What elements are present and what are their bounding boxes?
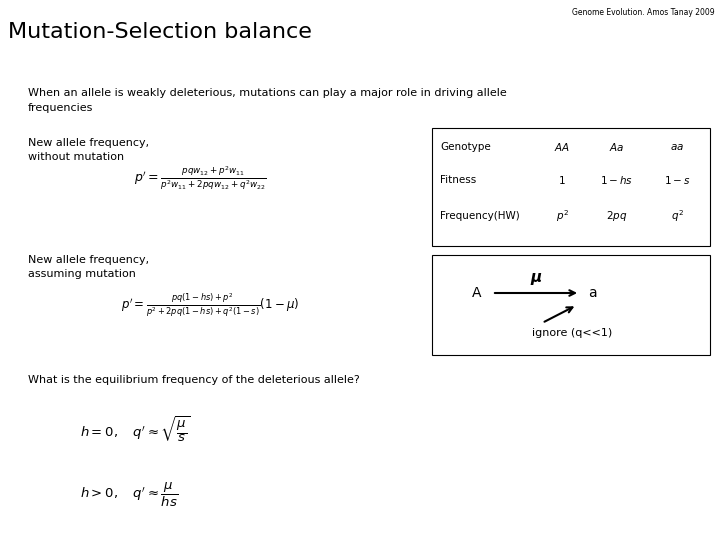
Text: A: A (472, 286, 482, 300)
Text: When an allele is weakly deleterious, mutations can play a major role in driving: When an allele is weakly deleterious, mu… (28, 88, 507, 98)
Text: a: a (588, 286, 596, 300)
Text: $q^2$: $q^2$ (670, 208, 683, 224)
Text: $\mathit{aa}$: $\mathit{aa}$ (670, 142, 684, 152)
Text: $\mathit{AA}$: $\mathit{AA}$ (554, 141, 570, 153)
Text: assuming mutation: assuming mutation (28, 269, 136, 279)
Text: without mutation: without mutation (28, 152, 124, 162)
Text: $2pq$: $2pq$ (606, 209, 628, 223)
Text: $h>0, \quad q' \approx \dfrac{\mu}{hs}$: $h>0, \quad q' \approx \dfrac{\mu}{hs}$ (80, 481, 179, 509)
Text: What is the equilibrium frequency of the deleterious allele?: What is the equilibrium frequency of the… (28, 375, 360, 385)
Text: ignore (q<<1): ignore (q<<1) (532, 328, 612, 338)
Text: Genome Evolution. Amos Tanay 2009: Genome Evolution. Amos Tanay 2009 (572, 8, 715, 17)
Text: $\mathit{Aa}$: $\mathit{Aa}$ (609, 141, 625, 153)
Text: Frequency(HW): Frequency(HW) (440, 211, 520, 221)
Text: $p'= \frac{pq(1-hs)+p^2}{p^2+2pq(1-hs)+q^2(1-s)}(1-\mu)$: $p'= \frac{pq(1-hs)+p^2}{p^2+2pq(1-hs)+q… (121, 291, 300, 319)
Text: Genotype: Genotype (440, 142, 491, 152)
Text: New allele frequency,: New allele frequency, (28, 138, 149, 148)
Bar (432, 128, 710, 246)
Text: frequencies: frequencies (28, 103, 94, 113)
Bar (432, 255, 710, 355)
Text: $1-s$: $1-s$ (664, 174, 690, 186)
Text: $1-hs$: $1-hs$ (600, 174, 634, 186)
Text: $p^2$: $p^2$ (556, 208, 569, 224)
Text: $p'= \frac{pqw_{12} + p^2 w_{11}}{p^2 w_{11} + 2pqw_{12} + q^2 w_{22}}$: $p'= \frac{pqw_{12} + p^2 w_{11}}{p^2 w_… (134, 164, 266, 192)
Text: Fitness: Fitness (440, 175, 476, 185)
Text: Mutation-Selection balance: Mutation-Selection balance (8, 22, 312, 42)
Text: New allele frequency,: New allele frequency, (28, 255, 149, 265)
Text: $h=0, \quad q' \approx \sqrt{\dfrac{\mu}{s}}$: $h=0, \quad q' \approx \sqrt{\dfrac{\mu}… (80, 415, 190, 445)
Text: $\boldsymbol{\mu}$: $\boldsymbol{\mu}$ (530, 271, 542, 287)
Text: $1$: $1$ (558, 174, 566, 186)
